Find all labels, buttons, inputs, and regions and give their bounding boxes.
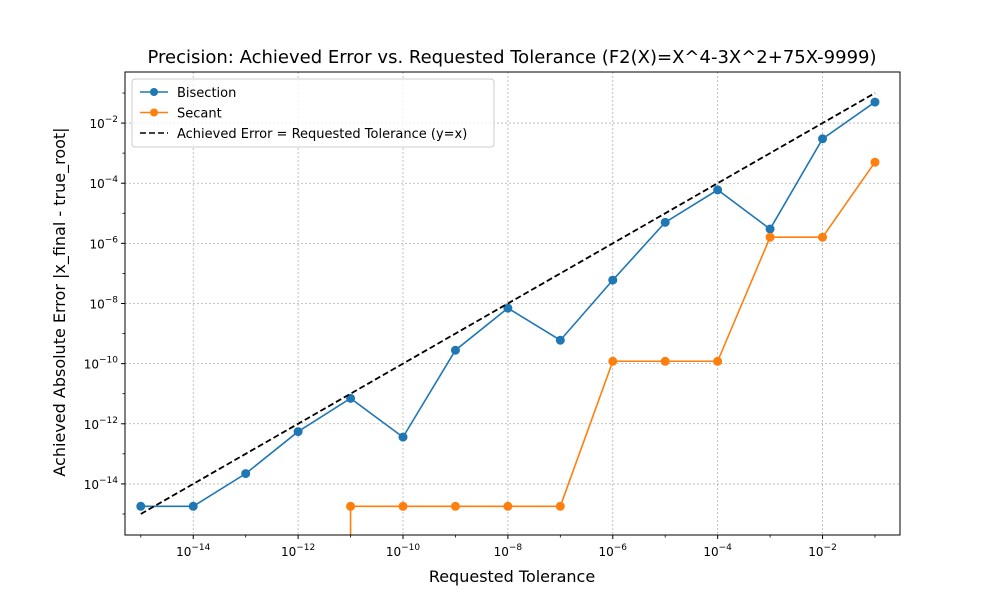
data-point [818,134,828,144]
legend-item: Secant [140,107,222,122]
legend: Bisection Secant Achieved Error = Requeste… [131,78,495,148]
tick-label: 10−6 [89,235,118,251]
legend-item: Achieved Error = Requested Tolerance (y=… [140,127,467,142]
legend-swatch-marker [150,108,158,117]
series-line [349,161,876,535]
tick-label: 10−8 [494,543,523,559]
tick-label: 10−4 [89,175,118,191]
data-point [293,427,303,437]
data-point [818,232,828,242]
legend-item: Bisection [140,86,236,101]
data-point [555,501,565,511]
data-point [346,501,356,511]
data-point [188,501,198,511]
data-point [713,356,723,366]
tick-label: 10−12 [84,416,118,432]
data-point [241,469,251,479]
tick-label: 10−10 [84,356,119,372]
data-point [765,224,775,234]
tick-label: 10−4 [703,543,732,559]
tick-label: 10−14 [176,543,211,559]
data-point [765,232,775,242]
series-line [140,92,876,515]
data-point [450,501,460,511]
data-point [346,393,356,403]
plot-content [136,92,880,535]
legend-swatch-marker [150,88,158,96]
data-point [870,157,880,167]
tick-label: 10−6 [598,543,627,559]
data-point [555,335,565,345]
data-point [398,432,408,442]
data-point [660,356,670,366]
tick-label: 10−2 [808,543,837,559]
x-axis-label: Requested Tolerance [429,567,595,586]
tick-label: 10−8 [89,296,118,312]
legend-box [131,78,495,148]
tick-label: 10−2 [89,115,118,131]
data-point [136,501,146,511]
tick-label: 10−14 [84,476,119,492]
legend-label: Bisection [177,86,236,101]
data-point [503,303,513,313]
legend-label: Achieved Error = Requested Tolerance (y=… [177,127,467,142]
tick-label: 10−10 [386,543,421,559]
data-point [608,356,618,366]
y-axis-label: Achieved Absolute Error |x_final - true_… [50,127,70,476]
legend-label: Secant [177,107,222,122]
data-point [503,501,513,511]
data-point [713,185,723,195]
data-point [608,275,618,285]
data-point [870,97,880,107]
tick-label: 10−12 [281,543,315,559]
plot-area: 10−14 10−12 10−10 10−8 10−6 10−4 10−2 10−14 10−1… [84,71,901,559]
data-point [450,345,460,355]
data-point [398,501,408,511]
data-point [660,217,670,227]
chart-title: Precision: Achieved Error vs. Requested … [147,47,876,68]
